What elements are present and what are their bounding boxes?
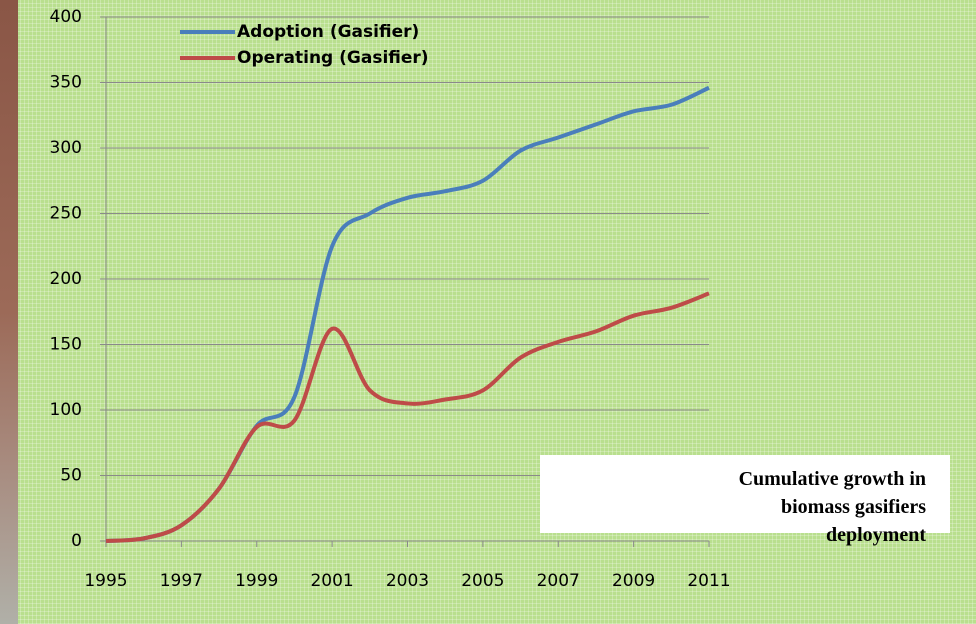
x-tick-label: 1995: [84, 571, 127, 591]
x-tick-label: 2011: [687, 571, 730, 591]
chart-title: Cumulative growth in biomass gasifiers d…: [540, 455, 950, 533]
y-tick-label: 100: [50, 400, 82, 420]
legend-label: Adoption (Gasifier): [237, 22, 419, 42]
y-tick-label: 0: [71, 531, 82, 551]
x-tick-label: 2003: [386, 571, 429, 591]
y-tick-label: 350: [50, 73, 82, 93]
y-tick-label: 250: [50, 204, 82, 224]
page: 0 50 100 150 200 250 300 350 400 1995 1997 1999 2001…: [0, 0, 976, 624]
x-tick-label: 1997: [160, 571, 203, 591]
y-tick-label: 400: [50, 7, 82, 27]
y-tick-label: 300: [50, 138, 82, 158]
legend-label: Operating (Gasifier): [237, 48, 429, 68]
y-tick-label: 150: [50, 335, 82, 355]
x-tick-label: 2005: [461, 571, 504, 591]
x-tick-label: 1999: [235, 571, 278, 591]
x-tick-label: 2009: [612, 571, 655, 591]
y-tick-label: 50: [60, 466, 82, 486]
x-tick-label: 2001: [310, 571, 353, 591]
x-tick-label: 2007: [537, 571, 580, 591]
y-tick-label: 200: [50, 269, 82, 289]
